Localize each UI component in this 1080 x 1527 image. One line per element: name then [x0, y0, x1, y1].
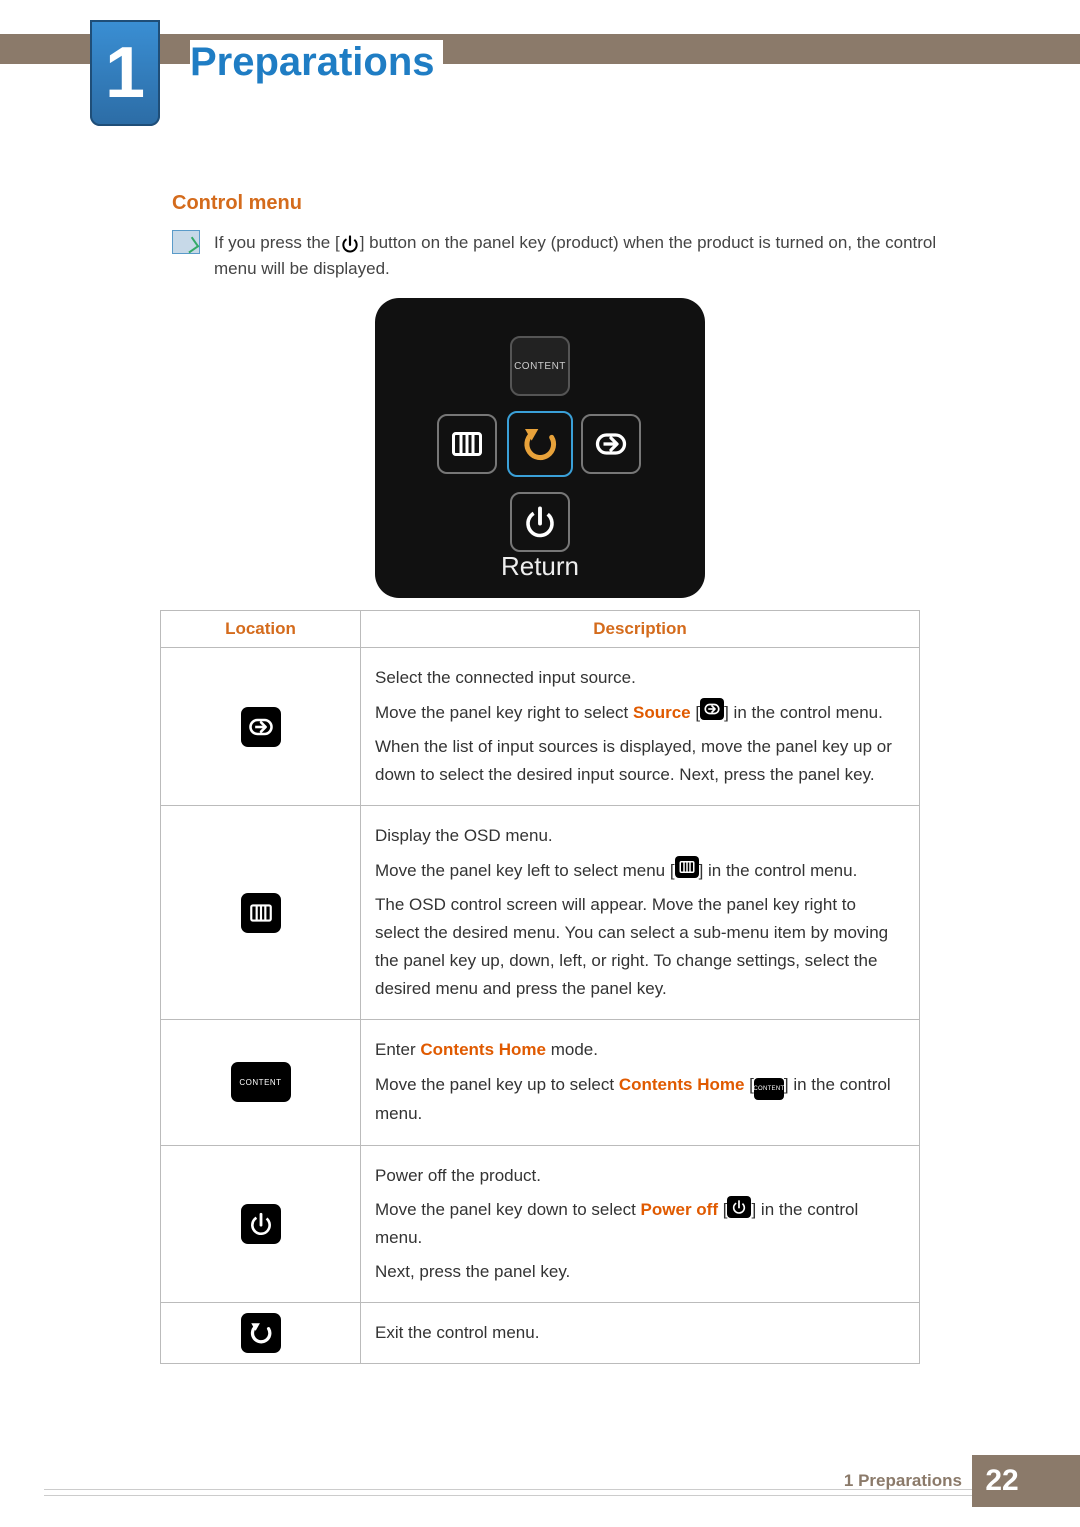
source-icon	[700, 698, 724, 720]
desc-text: Exit the control menu.	[375, 1319, 905, 1347]
th-location: Location	[161, 611, 361, 648]
chapter-number-tab: 1	[90, 20, 160, 126]
table-row: Power off the product. Move the panel ke…	[161, 1145, 920, 1302]
desc-text: Enter Contents Home mode.	[375, 1036, 905, 1064]
page-footer: 1 Preparations 22	[0, 1479, 1080, 1493]
footer-nav-label: 1 Preparations	[844, 1471, 962, 1491]
return-icon	[241, 1313, 281, 1353]
th-description: Description	[361, 611, 920, 648]
footer-page-number: 22	[972, 1455, 1032, 1507]
desc-text: Move the panel key up to select Contents…	[375, 1071, 905, 1129]
table-row: Exit the control menu.	[161, 1302, 920, 1363]
header-stripe	[0, 34, 1080, 64]
desc-text: Display the OSD menu.	[375, 822, 905, 850]
power-icon	[727, 1196, 751, 1218]
desc-text: Move the panel key right to select Sourc…	[375, 698, 905, 727]
note-icon	[172, 230, 200, 254]
remote-return-button	[507, 411, 573, 477]
table-row: Select the connected input source. Move …	[161, 648, 920, 806]
remote-menu-button	[437, 414, 497, 474]
menu-icon	[675, 856, 699, 878]
content-icon: CONTENT	[754, 1078, 784, 1100]
desc-text: Power off the product.	[375, 1162, 905, 1190]
desc-text: Move the panel key down to select Power …	[375, 1196, 905, 1252]
note-block: If you press the [] button on the panel …	[172, 230, 960, 281]
power-icon	[340, 234, 360, 254]
remote-content-button: CONTENT	[510, 336, 570, 396]
table-row: CONTENT Enter Contents Home mode. Move t…	[161, 1020, 920, 1145]
source-icon	[241, 707, 281, 747]
section-title: Control menu	[172, 192, 302, 215]
remote-power-button	[510, 492, 570, 552]
power-icon	[241, 1204, 281, 1244]
table-row: Display the OSD menu. Move the panel key…	[161, 806, 920, 1020]
chapter-title: Preparations	[190, 40, 443, 97]
control-menu-graphic: CONTENT Return	[375, 298, 705, 598]
desc-text: When the list of input sources is displa…	[375, 733, 905, 789]
control-menu-table: Location Description Select the connecte…	[160, 610, 920, 1364]
remote-return-label: Return	[375, 551, 705, 582]
menu-icon	[241, 893, 281, 933]
note-text: If you press the [] button on the panel …	[214, 230, 960, 281]
desc-text: Select the connected input source.	[375, 664, 905, 692]
note-text-pre: If you press the [	[214, 233, 340, 252]
footer-stripe	[1032, 1455, 1080, 1507]
desc-text: Move the panel key left to select menu […	[375, 856, 905, 885]
desc-text: Next, press the panel key.	[375, 1258, 905, 1286]
desc-text: The OSD control screen will appear. Move…	[375, 891, 905, 1003]
remote-source-button	[581, 414, 641, 474]
content-icon: CONTENT	[231, 1062, 291, 1102]
